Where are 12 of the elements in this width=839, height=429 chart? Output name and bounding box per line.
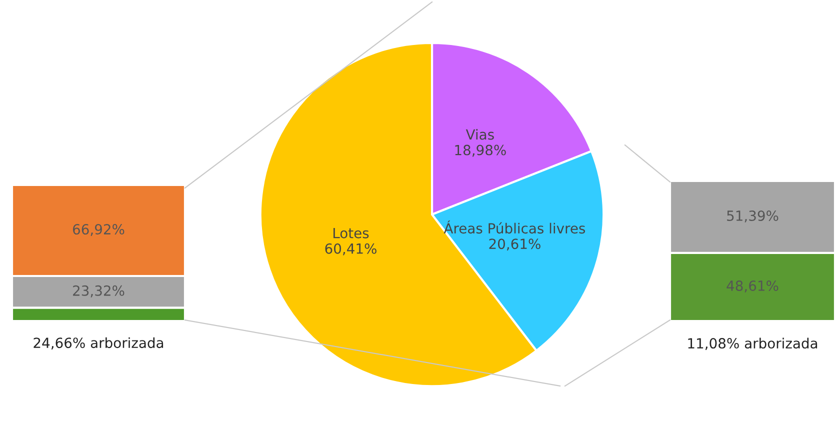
data-label: 51,39% [727, 210, 778, 222]
data-label: 60,41% [325, 243, 376, 256]
data-label: 48,61% [726, 280, 778, 292]
slice-label: Áreas Públicas livres [444, 220, 586, 234]
data-label: 23,32% [73, 285, 124, 298]
slice-label: Lotes [334, 228, 369, 238]
text: 24,66% arborizada [34, 337, 164, 350]
data-label: 18,98% [455, 144, 506, 157]
text: 11,08% arborizada [688, 338, 818, 350]
data-label: 20,61% [489, 238, 540, 251]
slice-label: Vias [466, 129, 494, 140]
data-label: 66,92% [72, 224, 124, 236]
